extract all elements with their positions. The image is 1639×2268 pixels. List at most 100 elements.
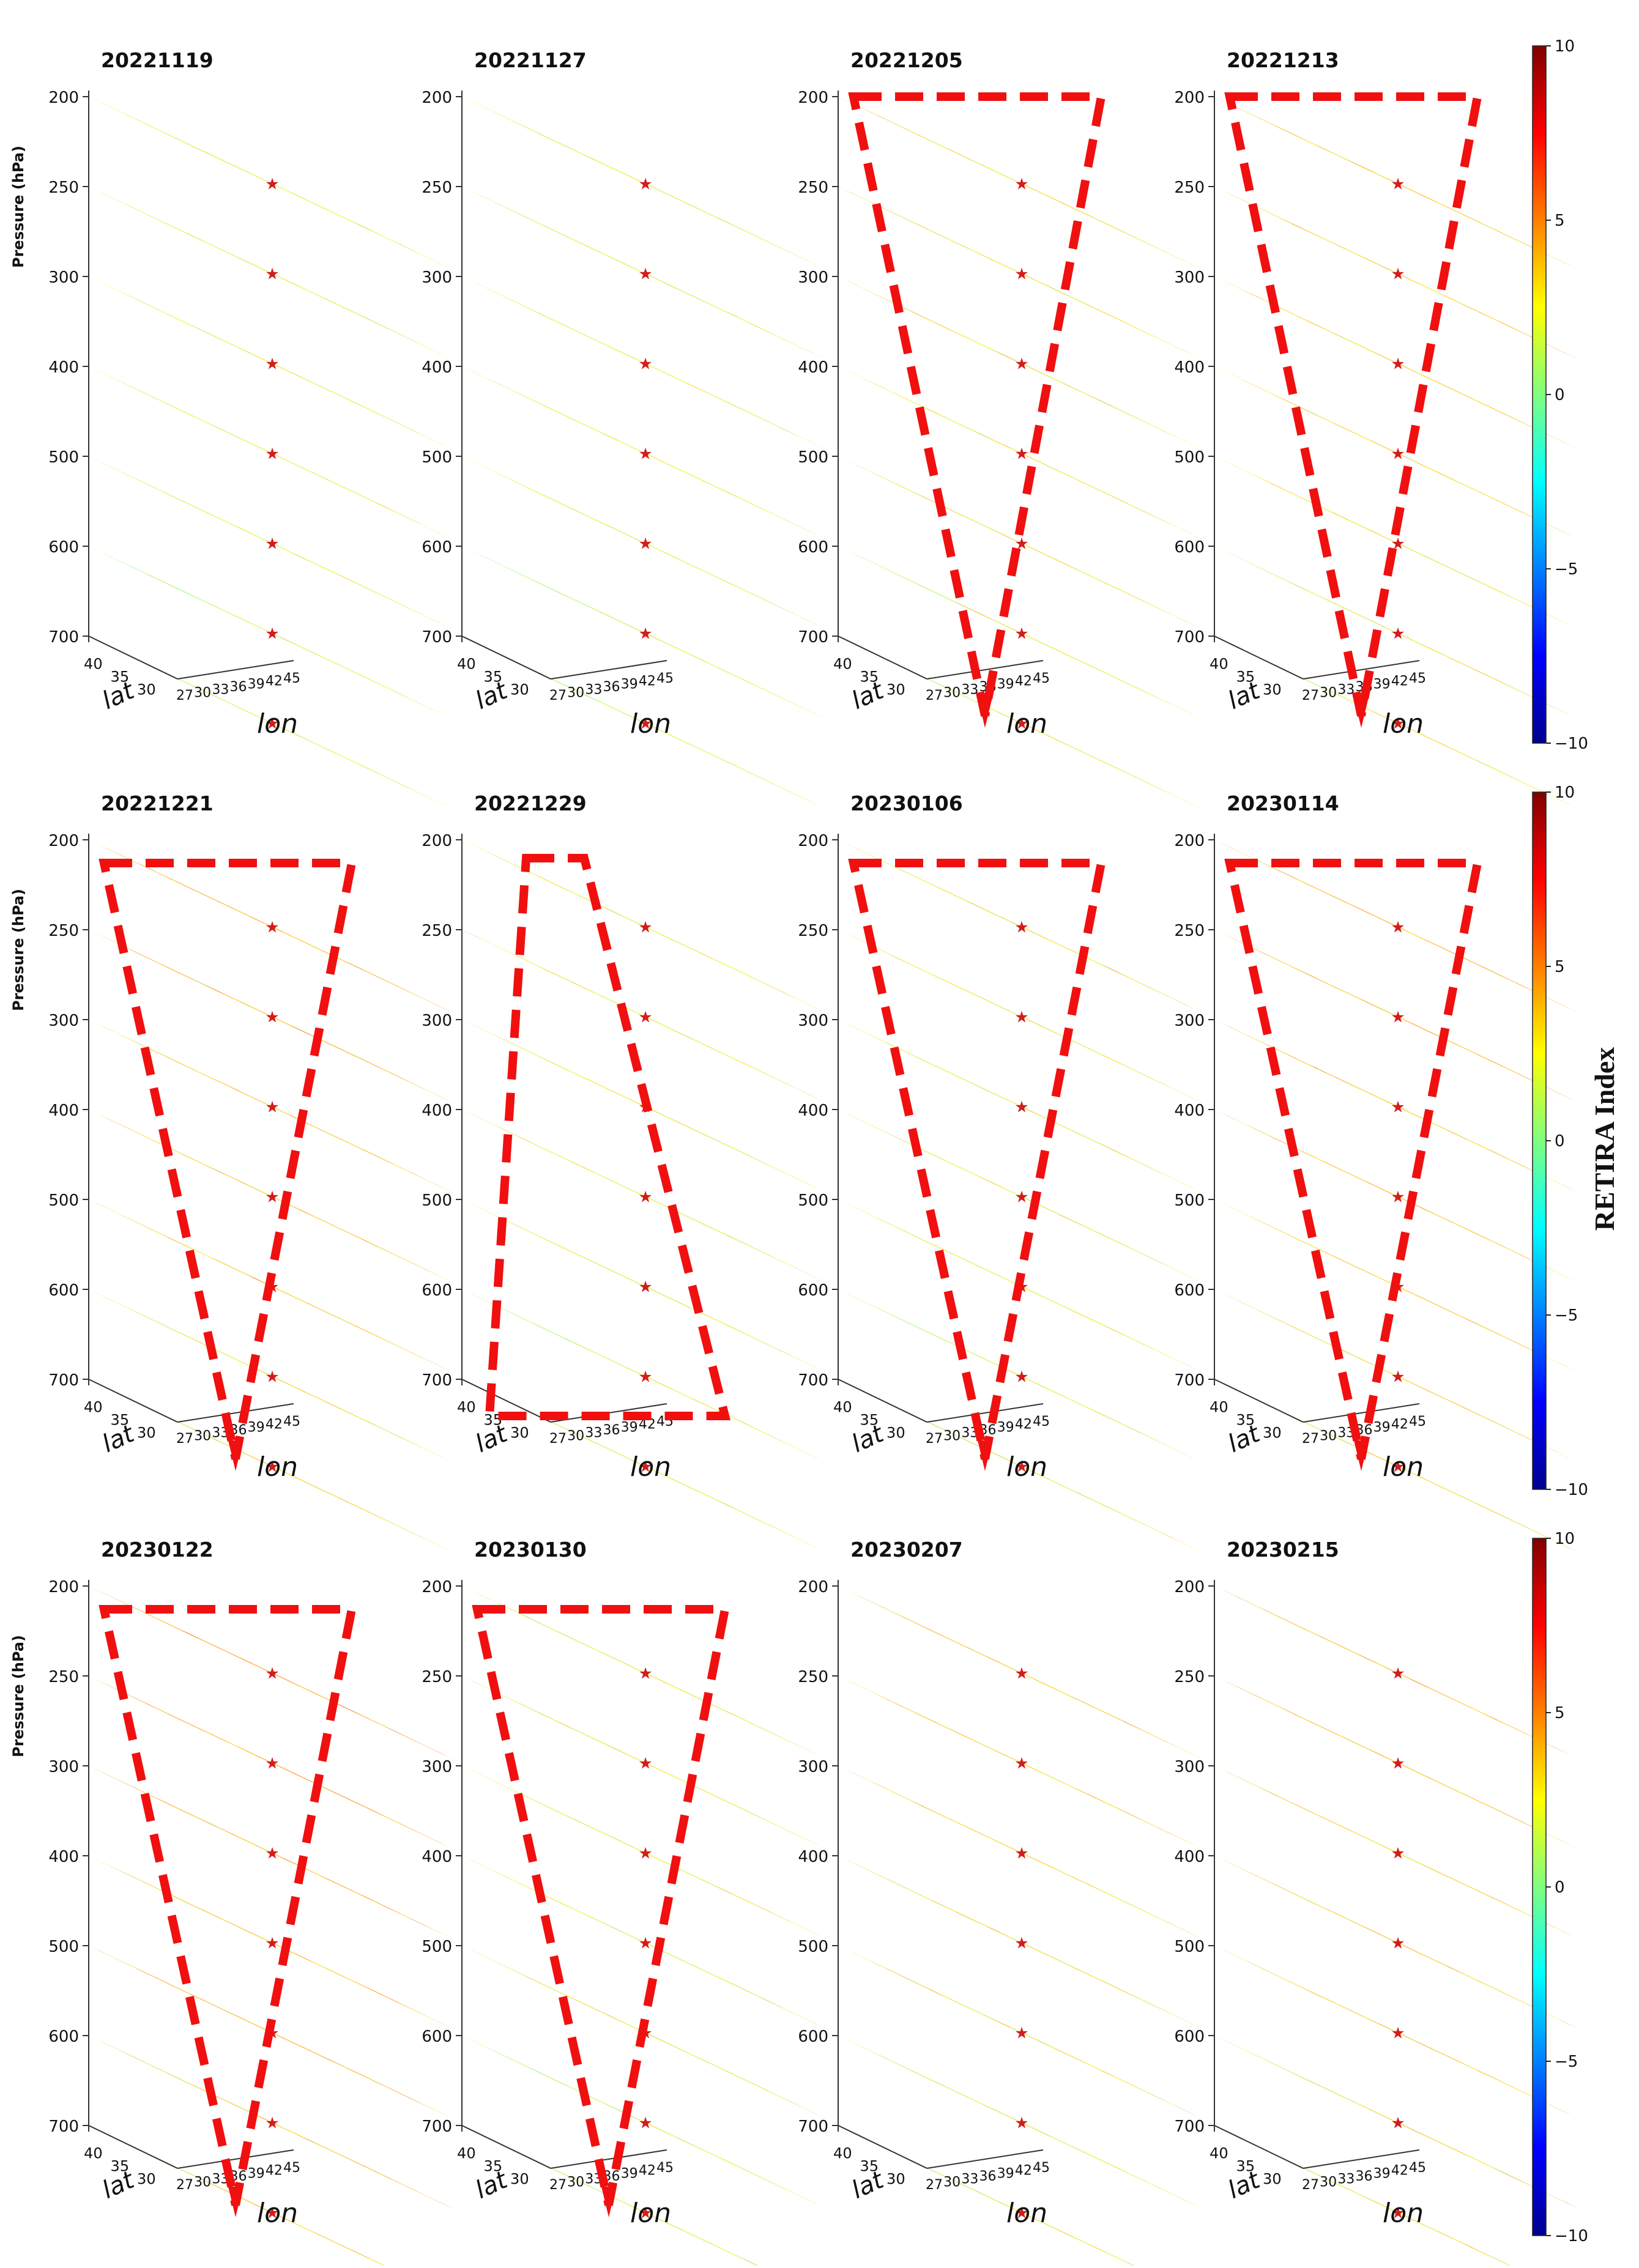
heat-cell bbox=[385, 417, 406, 427]
heat-cell bbox=[598, 251, 619, 261]
heat-cell bbox=[757, 776, 778, 786]
heat-cell bbox=[568, 147, 589, 157]
heat-cell bbox=[174, 407, 195, 417]
heat-cell bbox=[573, 149, 593, 159]
heat-cell bbox=[724, 670, 745, 680]
heat-cell bbox=[667, 554, 688, 563]
heat-cell bbox=[579, 242, 599, 252]
heat-cell bbox=[159, 400, 179, 410]
heat-cell bbox=[692, 745, 712, 755]
heat-cell bbox=[200, 599, 220, 609]
heat-cell bbox=[226, 522, 247, 532]
heat-cell bbox=[341, 216, 362, 226]
heat-cell bbox=[719, 218, 740, 228]
heat-cell bbox=[729, 762, 749, 772]
heat-cell bbox=[197, 418, 217, 428]
heat-cell bbox=[712, 395, 732, 405]
heat-cell bbox=[527, 128, 547, 138]
heat-cell bbox=[243, 259, 263, 269]
heat-cell bbox=[669, 645, 689, 655]
heat-cell bbox=[606, 344, 626, 354]
heat-cell bbox=[754, 684, 775, 694]
heat-cell bbox=[182, 141, 202, 150]
heat-cell bbox=[546, 227, 567, 237]
heat-cell bbox=[381, 325, 401, 335]
heat-cell bbox=[516, 213, 537, 223]
heat-cell bbox=[570, 417, 590, 427]
heat-cell bbox=[296, 555, 316, 565]
heat-cell bbox=[308, 560, 328, 570]
heat-cell bbox=[304, 289, 324, 298]
heat-cell bbox=[169, 225, 189, 235]
heat-cell bbox=[327, 480, 347, 490]
heat-cell bbox=[762, 599, 782, 609]
heat-cell bbox=[159, 130, 179, 140]
heat-cell bbox=[532, 490, 552, 500]
heat-cell bbox=[794, 254, 814, 264]
heat-cell bbox=[748, 502, 768, 512]
heat-cell bbox=[295, 194, 315, 204]
heat-cell bbox=[706, 213, 726, 223]
heat-cell bbox=[729, 313, 749, 322]
heat-cell bbox=[734, 675, 754, 684]
heat-cell bbox=[568, 597, 588, 607]
heat-cell bbox=[503, 296, 523, 306]
heat-cell bbox=[533, 400, 553, 410]
heat-cell bbox=[663, 281, 683, 291]
heat-cell bbox=[804, 259, 824, 269]
heat-cell bbox=[89, 546, 109, 556]
heat-cell bbox=[210, 514, 230, 524]
heat-cell bbox=[606, 704, 626, 714]
heat-cell bbox=[869, 561, 890, 571]
heat-cell bbox=[217, 607, 237, 617]
heat-cell bbox=[619, 441, 639, 451]
heat-cell bbox=[652, 546, 672, 556]
heat-cell bbox=[734, 585, 754, 595]
heat-cell bbox=[225, 611, 245, 621]
heat-cell bbox=[600, 522, 620, 532]
heat-cell bbox=[598, 701, 619, 711]
heat-cell bbox=[748, 682, 768, 692]
heat-cell bbox=[278, 187, 299, 196]
heat-cell bbox=[716, 757, 737, 767]
heat-cell bbox=[289, 551, 310, 561]
heat-cell bbox=[669, 465, 689, 475]
heat-cell bbox=[215, 516, 235, 526]
heat-cell bbox=[702, 570, 723, 580]
heat-cell bbox=[375, 322, 395, 332]
heat-cell bbox=[738, 497, 758, 507]
heat-cell bbox=[668, 374, 688, 384]
heat-cell bbox=[420, 703, 440, 713]
heat-cell bbox=[164, 133, 184, 143]
heat-cell bbox=[384, 686, 404, 696]
heat-cell bbox=[308, 470, 329, 480]
heat-cell bbox=[236, 616, 256, 626]
heat-cell bbox=[291, 553, 311, 563]
heat-cell bbox=[524, 396, 544, 406]
heat-cell bbox=[184, 591, 204, 601]
heat-cell bbox=[333, 752, 353, 762]
heat-cell bbox=[503, 476, 523, 486]
heat-cell bbox=[201, 240, 221, 250]
heat-cell bbox=[222, 339, 242, 349]
heat-cell bbox=[513, 390, 533, 400]
heat-cell bbox=[400, 514, 420, 524]
heat-cell bbox=[314, 204, 335, 213]
heat-cell bbox=[1049, 736, 1069, 746]
heat-cell bbox=[768, 512, 789, 522]
heat-cell bbox=[749, 593, 770, 602]
heat-cell bbox=[868, 560, 888, 570]
heat-cell bbox=[340, 755, 360, 765]
heat-cell bbox=[518, 213, 538, 223]
heat-cell bbox=[702, 750, 723, 760]
heat-cell bbox=[655, 368, 675, 378]
heat-cell bbox=[365, 677, 385, 687]
heat-cell bbox=[159, 490, 179, 500]
heat-cell bbox=[292, 553, 313, 563]
heat-cell bbox=[687, 653, 707, 662]
lon-tick: 39 bbox=[621, 676, 638, 692]
heat-cell bbox=[134, 478, 154, 487]
heat-cell bbox=[155, 308, 175, 317]
heat-cell bbox=[228, 612, 248, 622]
